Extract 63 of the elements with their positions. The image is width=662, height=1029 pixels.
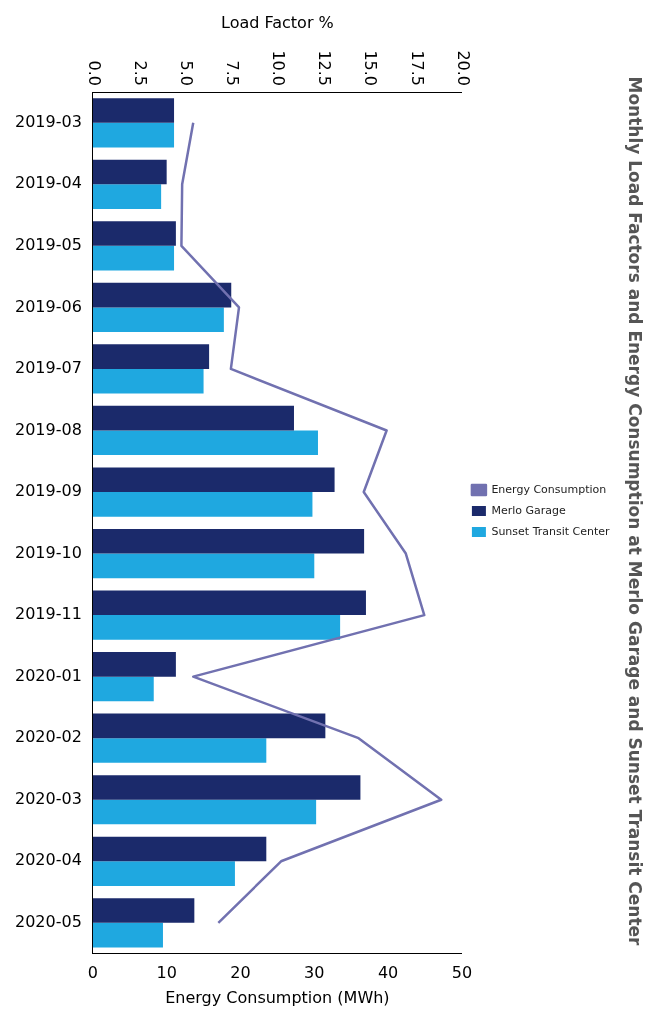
bar [92,738,267,763]
y-tick-label: 2019-08 [14,419,82,439]
y-tick-label: 2019-09 [14,481,82,501]
y-tick-label: 2020-03 [14,788,82,808]
bar [92,775,361,800]
legend-label: Merlo Garage [491,503,566,517]
bar [92,159,167,185]
bar [92,590,366,616]
bar [92,221,176,246]
y-tick-label: 2019-11 [14,604,82,624]
bar [92,676,154,702]
y-tick-label: 2019-03 [14,111,82,131]
text: Monthly Load Factors and Energy Consumption at Merlo Garage and Sunset Transit Center [625,76,646,947]
bar [92,615,341,640]
y-tick-label: 2020-02 [14,727,82,747]
x2-tick-label: 0 [87,963,98,983]
x2-axis-title: Energy Consumption (MWh) [165,987,390,1007]
bar [92,492,313,517]
x2-tick-label: 50 [451,963,473,983]
bar [92,553,315,579]
y-tick-label: 2019-04 [14,173,82,193]
x-axis-title: Load Factor % [221,12,334,32]
bar [92,861,235,886]
y-tick-label: 2020-04 [14,850,82,870]
bar [92,922,163,948]
bar [92,405,294,431]
legend-label: Energy Consumption [491,482,607,496]
bar [92,467,335,493]
bar [92,799,317,825]
y-tick-label: 2019-06 [14,296,82,316]
y-tick-label: 2020-05 [14,911,82,931]
y-tick-label: 2019-05 [14,235,82,255]
y-tick-label: 2019-07 [14,358,82,378]
x2-tick-label: 30 [304,963,325,983]
bar [92,282,232,308]
bar [92,307,224,333]
y-tick-label: 2020-01 [14,665,82,685]
bar [92,184,162,209]
x-tick-label: 17.5 [407,50,427,86]
bar [92,652,176,677]
x-tick-label: 7.5 [223,60,243,86]
x2-tick-label: 20 [230,963,251,983]
bar [92,836,267,862]
bar [92,430,318,456]
bar [92,713,326,739]
x-tick-label: 20.0 [453,50,473,86]
bar [92,368,204,394]
x2-tick-label: 40 [377,963,399,983]
y-tick-label: 2019-10 [14,542,82,562]
x-tick-label: 0.0 [84,60,104,86]
bar [92,898,195,923]
x2-tick-label: 10 [156,963,177,983]
bar [92,344,210,369]
x-tick-label: 15.0 [361,50,381,86]
x-tick-label: 10.0 [269,50,289,86]
x-tick-label: 12.5 [315,50,335,86]
legend-label: Sunset Transit Center [491,524,611,538]
bar [92,528,365,554]
bar [92,122,175,148]
x-tick-label: 2.5 [130,60,150,86]
bar [92,245,175,271]
x-tick-label: 5.0 [176,60,196,86]
bar [92,98,175,123]
